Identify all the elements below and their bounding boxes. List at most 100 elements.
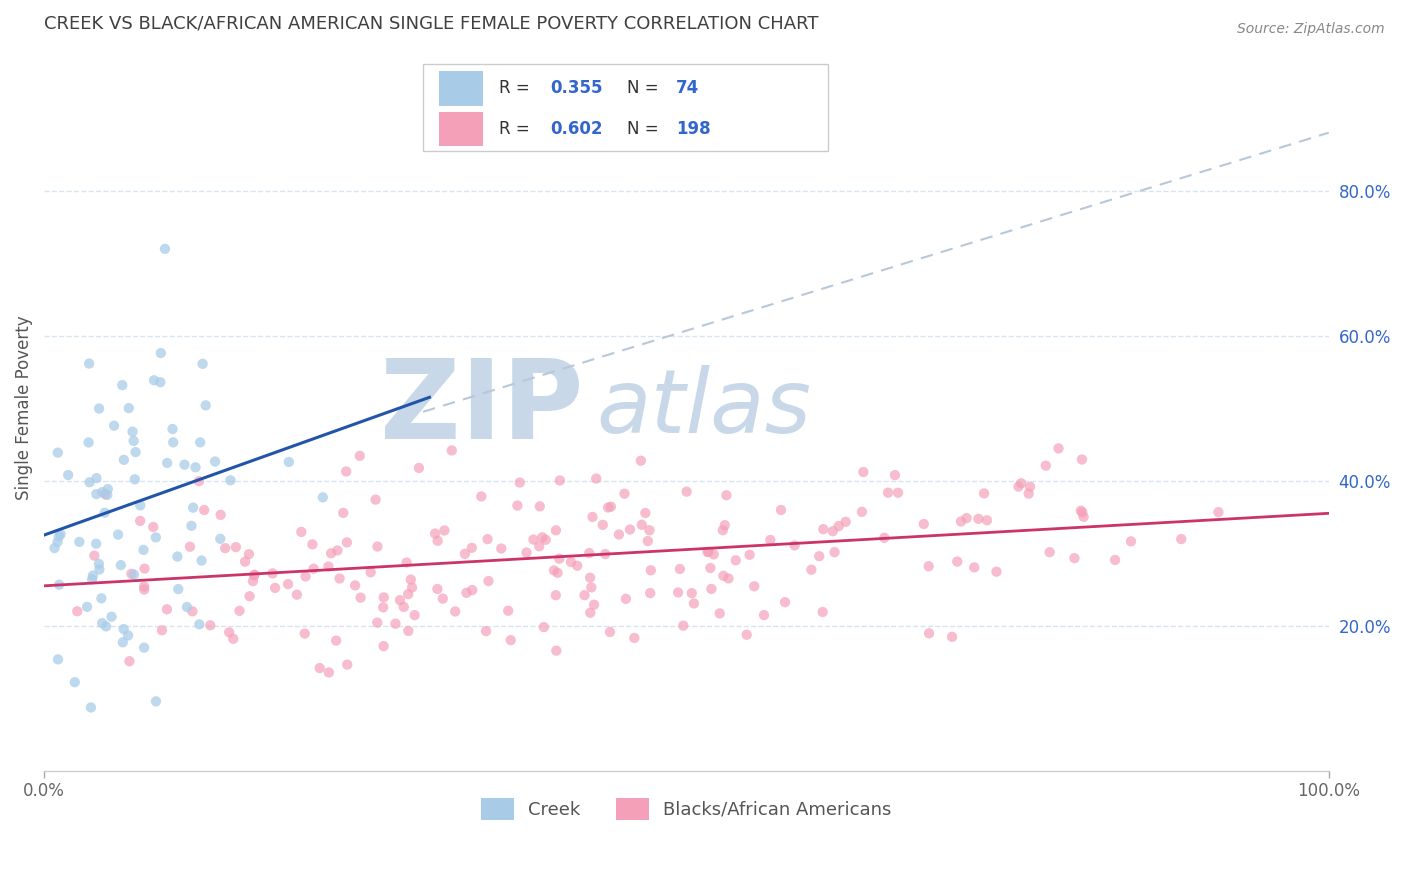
Point [963,560,986,574]
Point [302,562,325,576]
Point [697,545,720,559]
Point [582,598,605,612]
Point [544,588,567,602]
Point [709,607,731,621]
Point [599,624,621,639]
Point [239,589,262,603]
Point [96,488,118,502]
Point [228,604,250,618]
Point [1071,505,1094,519]
Point [122,567,145,582]
Point [204,454,226,468]
Point [243,567,266,582]
Text: Source: ZipAtlas.com: Source: ZipAtlas.com [1237,22,1385,37]
Point [477,574,499,588]
Point [184,460,207,475]
Point [120,566,142,581]
Text: N =: N = [627,79,664,97]
Point [496,604,519,618]
Text: CREEK VS BLACK/AFRICAN AMERICAN SINGLE FEMALE POVERTY CORRELATION CHART: CREEK VS BLACK/AFRICAN AMERICAN SINGLE F… [44,15,818,33]
Point [637,534,659,549]
Point [190,553,212,567]
Point [724,553,747,567]
Point [129,514,152,528]
FancyBboxPatch shape [423,64,828,151]
Point [574,588,596,602]
Point [56,468,79,483]
Point [811,605,834,619]
Point [1071,452,1094,467]
Point [301,537,323,551]
Point [1039,545,1062,559]
Point [534,533,557,547]
Point [66,604,89,618]
Point [1063,551,1085,566]
Point [176,600,198,615]
Point [638,586,661,600]
Point [976,513,998,527]
Point [614,591,637,606]
Point [142,520,165,534]
Point [506,499,529,513]
Point [592,517,614,532]
Text: N =: N = [627,120,664,138]
Point [946,555,969,569]
Point [111,378,134,392]
Point [401,581,423,595]
Point [181,500,204,515]
Point [579,606,602,620]
Point [547,566,569,580]
Point [84,537,107,551]
Point [711,523,734,537]
Point [344,578,367,592]
Point [683,596,706,610]
Point [285,588,308,602]
Point [336,657,359,672]
Point [567,558,589,573]
Point [666,585,689,599]
Legend: Creek, Blacks/African Americans: Creek, Blacks/African Americans [474,790,898,827]
Point [46,534,69,549]
Text: 198: 198 [676,120,711,138]
Point [440,443,463,458]
Point [86,487,108,501]
Point [669,562,692,576]
Point [122,434,145,448]
Point [329,572,352,586]
Point [444,604,467,618]
Point [124,472,146,486]
Point [262,566,284,581]
Point [548,474,571,488]
Point [117,628,139,642]
Point [634,506,657,520]
Point [499,633,522,648]
Point [349,449,371,463]
Point [63,675,86,690]
Point [48,578,70,592]
Point [118,401,141,416]
Point [941,630,963,644]
Text: R =: R = [499,79,534,97]
Point [426,533,449,548]
Point [475,624,498,639]
Point [713,568,735,582]
Point [277,455,299,469]
Point [162,422,184,436]
Point [477,532,499,546]
Point [433,524,456,538]
Point [46,652,69,666]
Point [877,485,900,500]
Point [77,435,100,450]
Point [630,517,652,532]
Point [408,461,430,475]
Point [153,242,176,256]
Point [544,524,567,538]
Point [619,523,641,537]
Point [638,523,661,537]
Point [264,581,287,595]
Point [173,458,195,472]
Point [44,541,66,555]
Point [46,445,69,459]
Point [360,566,382,580]
Point [675,484,697,499]
